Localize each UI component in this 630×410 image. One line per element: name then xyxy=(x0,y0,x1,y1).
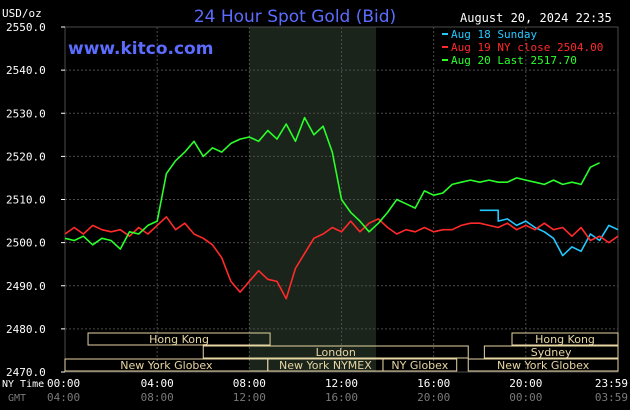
session-label: New York Globex xyxy=(120,359,213,372)
x-tick-label-gmt: 16:00 xyxy=(325,391,358,404)
session-bar xyxy=(87,332,271,346)
session-label: London xyxy=(316,346,356,359)
session-bar xyxy=(382,358,458,372)
session-bar xyxy=(511,332,619,346)
x-tick-label-ny: 23:59 xyxy=(595,377,628,390)
session-bar xyxy=(467,358,619,372)
y-tick-label: 2520.0 xyxy=(6,150,46,163)
series-line xyxy=(64,116,600,250)
y-tick-label: 2530.0 xyxy=(6,107,46,120)
y-tick-label: 2490.0 xyxy=(6,280,46,293)
session-label: Hong Kong xyxy=(535,333,595,346)
legend-entry: Aug 20 Last 2517.70 xyxy=(451,54,577,67)
timestamp: August 20, 2024 22:35 xyxy=(460,11,612,25)
gmt-row-label: GMT xyxy=(8,393,26,404)
x-tick-label-gmt: 20:00 xyxy=(417,391,450,404)
session-label: NY Globex xyxy=(391,359,448,372)
plot-area xyxy=(64,116,619,300)
session-label: New York Globex xyxy=(497,359,590,372)
x-tick-label-ny: 20:00 xyxy=(509,377,542,390)
session-bar xyxy=(202,345,469,359)
y-tick-label: 2480.0 xyxy=(6,323,46,336)
session-bar xyxy=(483,345,619,359)
legend-entry: Aug 19 NY close 2504.00 xyxy=(451,41,603,54)
x-tick-label-ny: 12:00 xyxy=(325,377,358,390)
y-tick-label: 2470.0 xyxy=(6,366,46,379)
series-line xyxy=(64,216,619,300)
series-line xyxy=(479,209,619,257)
session-label: Hong Kong xyxy=(149,333,209,346)
x-tick-label-ny: 08:00 xyxy=(233,377,266,390)
y-tick-label: 2500.0 xyxy=(6,237,46,250)
x-tick-label-gmt: 08:00 xyxy=(141,391,174,404)
x-tick-label-gmt: 12:00 xyxy=(233,391,266,404)
session-label: Sydney xyxy=(531,346,572,359)
site-url: www.kitco.com xyxy=(68,39,213,59)
y-tick-label: 2540.0 xyxy=(6,64,46,77)
ny-time-row-label: NY Time xyxy=(2,379,44,390)
x-tick-label-ny: 04:00 xyxy=(141,377,174,390)
y-tick-label: 2510.0 xyxy=(6,194,46,207)
unit-label: USD/oz xyxy=(2,7,42,20)
session-label: New York NYMEX xyxy=(279,359,372,372)
y-tick-label: 2550.0 xyxy=(6,21,46,34)
x-axis: 00:0004:0004:0008:0008:0012:0012:0016:00… xyxy=(47,377,628,404)
x-tick-label-ny: 00:00 xyxy=(47,377,80,390)
chart-title: 24 Hour Spot Gold (Bid) xyxy=(194,7,396,27)
x-tick-label-gmt: 03:59 xyxy=(595,391,628,404)
x-tick-label-ny: 16:00 xyxy=(417,377,450,390)
y-axis: 2470.0 2480.0 2490.0 2500.0 2510.0 2520.0 2530… xyxy=(6,21,65,379)
x-tick-label-gmt: 00:00 xyxy=(509,391,542,404)
legend-entry: Aug 18 Sunday xyxy=(451,28,537,41)
x-tick-label-gmt: 04:00 xyxy=(47,391,80,404)
